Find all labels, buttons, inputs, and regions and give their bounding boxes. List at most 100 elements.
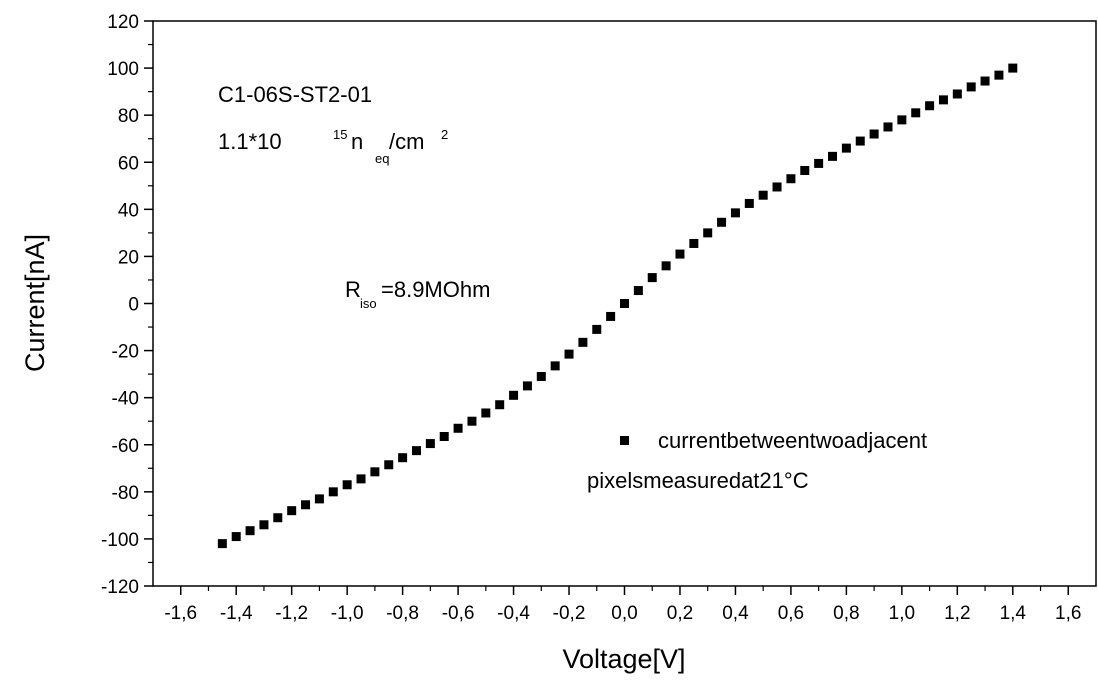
x-tick-label-1: 1,0 <box>889 603 915 624</box>
plot-frame <box>152 20 1097 587</box>
riso-label: R iso =8.9MOhm <box>345 277 490 311</box>
riso-subscript: iso <box>360 296 377 311</box>
data-point-19 <box>481 408 491 418</box>
data-point-50 <box>911 108 921 118</box>
x-tick-label-m0_6: -0,6 <box>442 603 475 624</box>
fluence-unit-exponent: 2 <box>441 127 448 142</box>
data-point-51 <box>925 101 935 111</box>
data-point-36 <box>717 217 727 227</box>
data-point-18 <box>467 416 477 426</box>
data-point-32 <box>661 261 671 271</box>
data-point-46 <box>855 136 865 146</box>
y-axis-title: Current[nA] <box>20 234 50 372</box>
data-point-6 <box>301 500 311 510</box>
x-tick-label-m1_6: -1,6 <box>164 603 197 624</box>
data-points <box>217 63 1018 549</box>
y-tick-label-m100: -100 <box>101 530 139 551</box>
data-point-41 <box>786 174 796 184</box>
y-tick-label-60: 60 <box>118 153 139 174</box>
y-tick-label-m80: -80 <box>112 483 139 504</box>
data-point-30 <box>633 286 643 296</box>
data-point-9 <box>342 480 352 490</box>
data-point-25 <box>564 349 574 359</box>
data-point-55 <box>980 76 990 86</box>
data-point-43 <box>814 158 824 168</box>
legend-text-line1: currentbetweentwoadjacent <box>658 428 927 453</box>
legend-marker <box>620 436 629 445</box>
legend: currentbetweentwoadjacent pixelsmeasured… <box>587 428 927 493</box>
data-point-52 <box>938 95 948 105</box>
x-axis-title: Voltage[V] <box>562 644 685 674</box>
data-point-22 <box>522 381 532 391</box>
data-point-0 <box>217 539 227 549</box>
data-point-40 <box>772 182 782 192</box>
data-point-3 <box>259 520 269 530</box>
data-point-1 <box>231 532 241 542</box>
data-point-5 <box>287 506 297 516</box>
x-tick-label-0_8: 0,8 <box>833 603 859 624</box>
data-point-16 <box>439 432 449 442</box>
x-tick-label-m1_2: -1,2 <box>275 603 308 624</box>
x-tick-label-1_4: 1,4 <box>1000 603 1027 624</box>
fluence-label: 1.1*10 15 n eq /cm 2 <box>218 127 448 166</box>
data-point-24 <box>550 361 560 371</box>
x-tick-label-1_6: 1,6 <box>1055 603 1081 624</box>
data-point-37 <box>730 208 740 218</box>
data-point-15 <box>425 439 435 449</box>
y-tick-label-20: 20 <box>118 247 139 268</box>
data-point-42 <box>800 165 810 175</box>
data-point-26 <box>578 337 588 347</box>
data-point-4 <box>273 513 283 523</box>
data-point-34 <box>689 238 699 248</box>
riso-r: R <box>345 277 361 302</box>
fluence-base: 1.1*10 <box>218 129 282 154</box>
y-tick-label-100: 100 <box>107 59 139 80</box>
data-point-28 <box>606 311 616 321</box>
x-tick-label-0_4: 0,4 <box>722 603 749 624</box>
data-point-33 <box>675 249 685 259</box>
axis-ticks: -1,6 -1,4 -1,2 -1,0 -0,8 -0,6 -0,4 -0,2 0,0 0,2 0,… <box>101 12 1082 624</box>
sample-id-label: C1-06S-ST2-01 <box>218 82 372 107</box>
data-point-29 <box>620 299 629 308</box>
y-tick-label-m60: -60 <box>112 436 139 457</box>
data-point-44 <box>828 151 838 161</box>
fluence-subscript: eq <box>375 151 389 166</box>
data-point-49 <box>897 115 907 125</box>
data-point-38 <box>744 198 754 208</box>
data-point-13 <box>398 453 408 463</box>
data-point-47 <box>869 129 879 139</box>
data-point-27 <box>592 324 602 334</box>
data-point-7 <box>314 494 324 504</box>
data-point-31 <box>647 273 657 283</box>
data-point-45 <box>841 143 851 153</box>
data-point-56 <box>994 70 1004 80</box>
y-tick-label-40: 40 <box>118 200 139 221</box>
y-tick-label-m40: -40 <box>112 389 139 410</box>
fluence-unit: /cm <box>389 129 424 154</box>
fluence-exponent: 15 <box>333 127 347 142</box>
data-point-57 <box>1008 63 1018 73</box>
y-tick-label-80: 80 <box>118 106 139 127</box>
x-tick-label-1_2: 1,2 <box>944 603 970 624</box>
x-tick-label-m0_8: -0,8 <box>386 603 419 624</box>
y-tick-label-m120: -120 <box>101 577 139 598</box>
x-tick-label-m0_2: -0,2 <box>553 603 586 624</box>
data-point-17 <box>453 423 463 433</box>
x-tick-label-0_2: 0,2 <box>667 603 693 624</box>
data-point-53 <box>952 89 962 99</box>
legend-text-line2: pixelsmeasuredat21°C <box>587 468 809 493</box>
riso-value: =8.9MOhm <box>381 277 490 302</box>
data-point-48 <box>883 122 893 132</box>
data-point-2 <box>245 526 255 536</box>
data-point-54 <box>966 82 976 92</box>
y-tick-label-m20: -20 <box>112 342 139 363</box>
data-point-12 <box>384 460 394 470</box>
data-point-39 <box>758 190 768 200</box>
data-point-11 <box>370 467 380 477</box>
data-point-14 <box>411 446 421 456</box>
data-point-21 <box>509 390 519 400</box>
y-tick-label-0: 0 <box>128 295 139 316</box>
data-point-35 <box>703 228 713 238</box>
x-tick-label-0: 0,0 <box>611 603 637 624</box>
data-point-20 <box>495 400 505 410</box>
